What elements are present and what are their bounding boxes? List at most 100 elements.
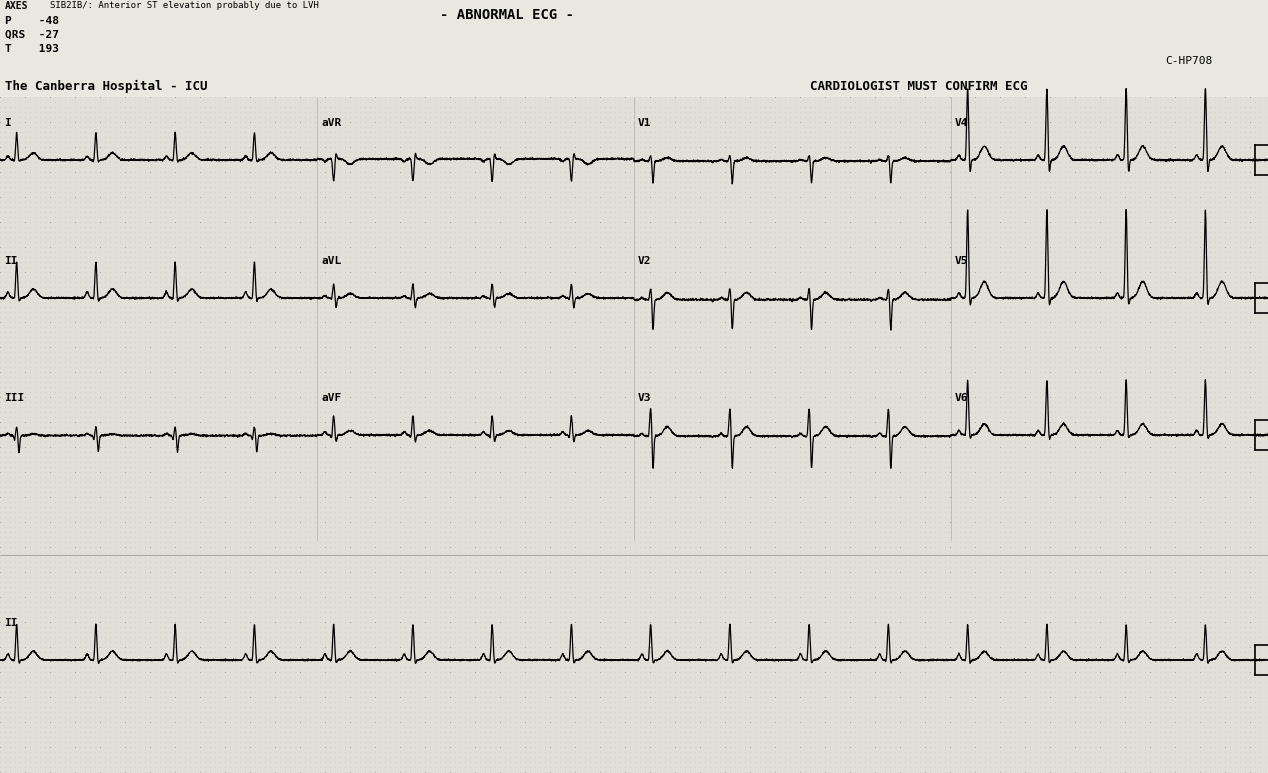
Point bbox=[350, 121, 370, 133]
Point bbox=[190, 156, 210, 169]
Point bbox=[690, 286, 710, 298]
Point bbox=[1130, 371, 1150, 383]
Point bbox=[270, 591, 290, 603]
Point bbox=[1225, 756, 1245, 768]
Point bbox=[415, 211, 435, 223]
Point bbox=[725, 516, 746, 528]
Point bbox=[919, 246, 940, 258]
Point bbox=[960, 696, 980, 708]
Point bbox=[1200, 641, 1220, 653]
Point bbox=[345, 156, 365, 169]
Point bbox=[815, 361, 836, 373]
Point bbox=[695, 106, 715, 118]
Point bbox=[870, 391, 890, 404]
Point bbox=[635, 266, 656, 278]
Point bbox=[445, 681, 465, 693]
Point bbox=[530, 746, 550, 758]
Point bbox=[195, 306, 216, 318]
Point bbox=[690, 736, 710, 748]
Point bbox=[505, 381, 525, 393]
Point bbox=[520, 616, 540, 628]
Point bbox=[1085, 196, 1106, 208]
Point bbox=[910, 231, 931, 243]
Point bbox=[470, 691, 491, 703]
Point bbox=[1155, 250, 1175, 263]
Point bbox=[410, 516, 430, 528]
Point bbox=[905, 156, 926, 169]
Point bbox=[705, 426, 725, 438]
Point bbox=[210, 556, 231, 568]
Point bbox=[489, 471, 510, 483]
Point bbox=[370, 246, 391, 258]
Point bbox=[134, 410, 155, 423]
Point bbox=[950, 100, 970, 113]
Point bbox=[635, 495, 656, 508]
Point bbox=[535, 146, 555, 158]
Point bbox=[1019, 371, 1040, 383]
Point bbox=[705, 671, 725, 683]
Point bbox=[965, 736, 985, 748]
Point bbox=[1210, 451, 1230, 463]
Point bbox=[245, 511, 265, 523]
Point bbox=[430, 96, 450, 108]
Point bbox=[100, 131, 120, 143]
Point bbox=[304, 426, 325, 438]
Point bbox=[510, 701, 530, 713]
Point bbox=[265, 266, 285, 278]
Point bbox=[895, 410, 915, 423]
Point bbox=[810, 626, 831, 638]
Point bbox=[155, 570, 175, 583]
Point bbox=[1130, 201, 1150, 213]
Point bbox=[350, 175, 370, 188]
Point bbox=[1250, 151, 1268, 163]
Point bbox=[1055, 261, 1075, 273]
Point bbox=[110, 221, 131, 233]
Point bbox=[460, 596, 481, 608]
Point bbox=[219, 221, 240, 233]
Point bbox=[375, 651, 396, 663]
Point bbox=[445, 226, 465, 238]
Point bbox=[1205, 325, 1225, 338]
Point bbox=[235, 261, 255, 273]
Point bbox=[1189, 316, 1210, 329]
Point bbox=[564, 316, 585, 329]
Point bbox=[375, 276, 396, 288]
Point bbox=[1094, 416, 1115, 428]
Point bbox=[1065, 261, 1085, 273]
Point bbox=[479, 121, 500, 133]
Point bbox=[525, 151, 545, 163]
Point bbox=[1125, 396, 1145, 408]
Point bbox=[895, 706, 915, 718]
Point bbox=[1155, 156, 1175, 169]
Point bbox=[124, 171, 145, 183]
Point bbox=[910, 386, 931, 398]
Point bbox=[895, 161, 915, 173]
Point bbox=[965, 641, 985, 653]
Point bbox=[505, 451, 525, 463]
Point bbox=[980, 351, 1000, 363]
Point bbox=[890, 226, 910, 238]
Point bbox=[955, 436, 975, 448]
Point bbox=[49, 366, 70, 378]
Point bbox=[1040, 335, 1060, 348]
Point bbox=[5, 100, 25, 113]
Point bbox=[1004, 456, 1025, 468]
Point bbox=[855, 461, 875, 473]
Point bbox=[389, 356, 410, 368]
Point bbox=[34, 511, 55, 523]
Point bbox=[470, 351, 491, 363]
Point bbox=[240, 631, 260, 643]
Point bbox=[710, 161, 730, 173]
Point bbox=[124, 446, 145, 458]
Point bbox=[829, 181, 850, 193]
Point bbox=[1004, 586, 1025, 598]
Point bbox=[170, 691, 190, 703]
Point bbox=[1160, 100, 1181, 113]
Point bbox=[785, 171, 805, 183]
Point bbox=[1050, 485, 1070, 498]
Point bbox=[340, 696, 360, 708]
Point bbox=[240, 121, 260, 133]
Point bbox=[1145, 761, 1165, 773]
Point bbox=[754, 256, 775, 268]
Point bbox=[430, 581, 450, 593]
